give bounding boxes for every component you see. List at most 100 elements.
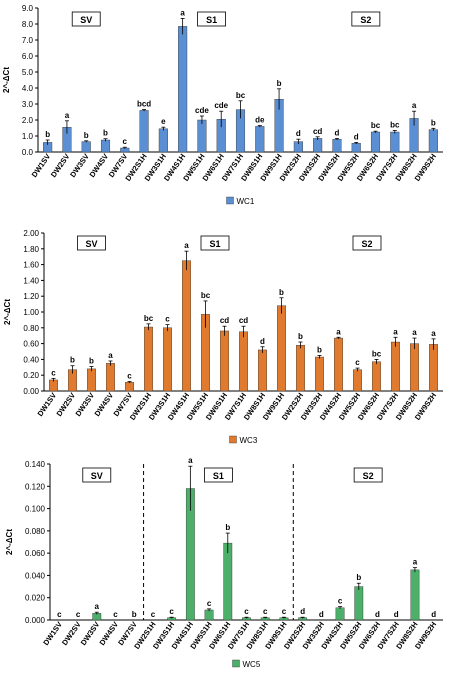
legend-label: WC3 <box>240 436 258 445</box>
significance-label: c <box>51 368 56 377</box>
significance-label: c <box>151 610 156 619</box>
significance-label: bcd <box>137 100 151 109</box>
bar-dw3s1h <box>158 128 168 153</box>
bar-dw5s1h <box>204 609 214 621</box>
y-tick-label: 1.20 <box>23 292 39 301</box>
significance-label: c <box>355 358 360 367</box>
significance-label: c <box>165 315 170 324</box>
significance-label: cde <box>195 106 209 115</box>
significance-label: c <box>57 610 62 619</box>
significance-label: a <box>393 327 398 336</box>
bar-dw8s2h <box>410 569 420 621</box>
y-tick-label: 0.140 <box>25 460 46 469</box>
bar-dw4sv <box>100 139 111 153</box>
significance-label: b <box>431 118 436 127</box>
significance-label: b <box>70 356 75 365</box>
bar-dw3sv <box>81 141 91 153</box>
bar-dw1sv <box>49 379 58 392</box>
bar-dw4s1h <box>182 260 191 392</box>
significance-label: c <box>113 610 118 619</box>
y-tick-label: 5.0 <box>22 68 34 77</box>
bar-dw2s1h <box>139 110 149 153</box>
group-label-s2: S2 <box>361 239 372 249</box>
y-tick-label: 0.60 <box>23 340 39 349</box>
bar-dw8s1h <box>258 349 267 392</box>
bar-dw9s2h <box>428 129 438 153</box>
significance-label: c <box>263 607 268 616</box>
significance-label: c <box>282 607 287 616</box>
legend-label: WC1 <box>237 197 255 206</box>
group-label-s1: S1 <box>206 15 217 25</box>
significance-label: b <box>277 79 282 88</box>
significance-label: a <box>412 328 417 337</box>
y-tick-label: 0.80 <box>23 324 39 333</box>
bar-dw4s2h <box>332 138 342 153</box>
bar-dw4s1h <box>178 26 188 153</box>
bar-dw9s2h <box>429 344 438 392</box>
bar-dw3sv <box>87 368 96 392</box>
significance-label: cd <box>220 316 229 325</box>
group-box-s2 <box>351 11 381 27</box>
bar-dw7sv <box>125 382 134 392</box>
significance-label: b <box>317 345 322 354</box>
significance-label: c <box>207 599 212 608</box>
bar-dw6s2h <box>370 131 381 153</box>
bar-dw5s2h <box>351 142 361 153</box>
significance-label: a <box>412 101 417 110</box>
bar-dw2s2h <box>296 344 305 392</box>
bar-dw6s1h <box>223 542 233 621</box>
legend-swatch <box>229 435 237 444</box>
bar-dw5s1h <box>197 119 207 153</box>
y-axis-label: 2^-ΔCt <box>2 67 11 93</box>
significance-label: d <box>260 337 265 346</box>
group-box-sv <box>71 11 101 27</box>
y-tick-label: 2.0 <box>22 116 34 125</box>
legend-label: WC5 <box>243 660 261 669</box>
bar-dw5s2h <box>353 369 362 392</box>
y-tick-label: 0.060 <box>25 549 46 558</box>
y-tick-label: 0.080 <box>25 527 46 536</box>
y-tick-label: 8.0 <box>22 20 34 29</box>
significance-label: c <box>169 607 174 616</box>
bar-dw7s2h <box>391 341 400 392</box>
y-tick-label: 0.20 <box>23 371 39 380</box>
y-tick-label: 6.0 <box>22 52 34 61</box>
significance-label: a <box>184 241 189 250</box>
significance-label: b <box>298 332 303 341</box>
chart-3: 0.000 0.020 0.040 0.060 0.080 0.100 0.120 0.140… <box>5 456 443 669</box>
significance-label: c <box>127 372 132 381</box>
significance-label: b <box>132 610 137 619</box>
significance-label: b <box>89 357 94 366</box>
y-tick-label: 0.000 <box>25 616 46 625</box>
significance-label: bc <box>201 291 211 300</box>
significance-label: bc <box>372 349 382 358</box>
significance-label: a <box>180 8 185 17</box>
significance-label: d <box>300 607 305 616</box>
chart-1: 0.0 1.0 2.0 3.0 4.0 5.0 6.0 7.0 8.0 9.0 2^-ΔCt SV S1… <box>2 4 443 206</box>
significance-label: c <box>123 137 128 146</box>
group-label-sv: SV <box>80 15 92 25</box>
bar-dw3s2h <box>313 138 323 153</box>
group-label-s1: S1 <box>209 239 220 249</box>
group-label-s2: S2 <box>360 15 371 25</box>
significance-label: bc <box>371 121 381 130</box>
significance-label: a <box>188 456 193 465</box>
y-tick-label: 1.0 <box>22 132 34 141</box>
bar-dw3s2h <box>315 356 324 392</box>
bar-dw2s1h <box>144 326 153 392</box>
group-label-sv: SV <box>91 471 103 481</box>
y-tick-label: 3.0 <box>22 100 34 109</box>
significance-label: a <box>65 111 70 120</box>
y-tick-label: 4.0 <box>22 84 34 93</box>
bar-dw3s1h <box>163 327 172 392</box>
significance-label: d <box>431 610 436 619</box>
bar-dw7s1h <box>239 331 248 392</box>
y-tick-label: 9.0 <box>22 4 34 13</box>
group-box-s2 <box>352 235 382 251</box>
y-tick-label: 0.00 <box>23 387 39 396</box>
group-box-s2 <box>353 467 383 483</box>
bar-dw8s1h <box>255 126 265 153</box>
significance-label: cd <box>239 316 248 325</box>
bar-dw6s2h <box>372 361 381 392</box>
y-axis-label: 2^-ΔCt <box>3 299 12 325</box>
